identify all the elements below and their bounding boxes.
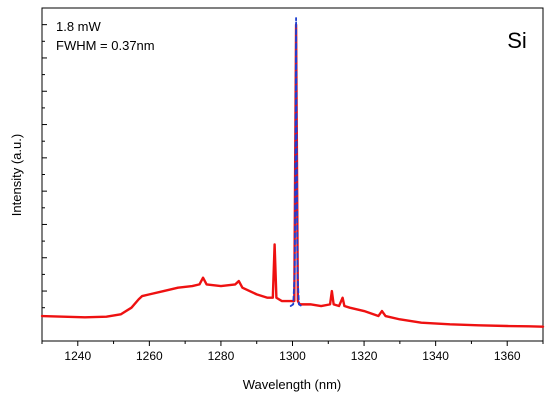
x-axis-ticks: 1240 1260 1280 1300 1320 1340 1360 <box>41 341 544 363</box>
fwhm-annotation: FWHM = 0.37nm <box>56 38 155 53</box>
x-tick-label-1320: 1320 <box>351 349 378 363</box>
x-tick-label-1280: 1280 <box>208 349 235 363</box>
y-axis-label: Intensity (a.u.) <box>9 134 24 216</box>
x-tick-label-1240: 1240 <box>64 349 91 363</box>
series-line-0 <box>40 23 545 328</box>
power-annotation: 1.8 mW <box>56 19 102 34</box>
plot-area <box>41 7 544 342</box>
x-tick-label-1300: 1300 <box>279 349 306 363</box>
x-tick-label-1360: 1360 <box>494 349 521 363</box>
x-tick-label-1340: 1340 <box>422 349 449 363</box>
series-line-1 <box>289 17 303 307</box>
x-tick-label-1260: 1260 <box>136 349 163 363</box>
y-axis-ticks <box>42 24 47 309</box>
series-layer <box>40 17 545 328</box>
x-axis-label: Wavelength (nm) <box>243 377 342 392</box>
material-annotation: Si <box>507 28 527 53</box>
